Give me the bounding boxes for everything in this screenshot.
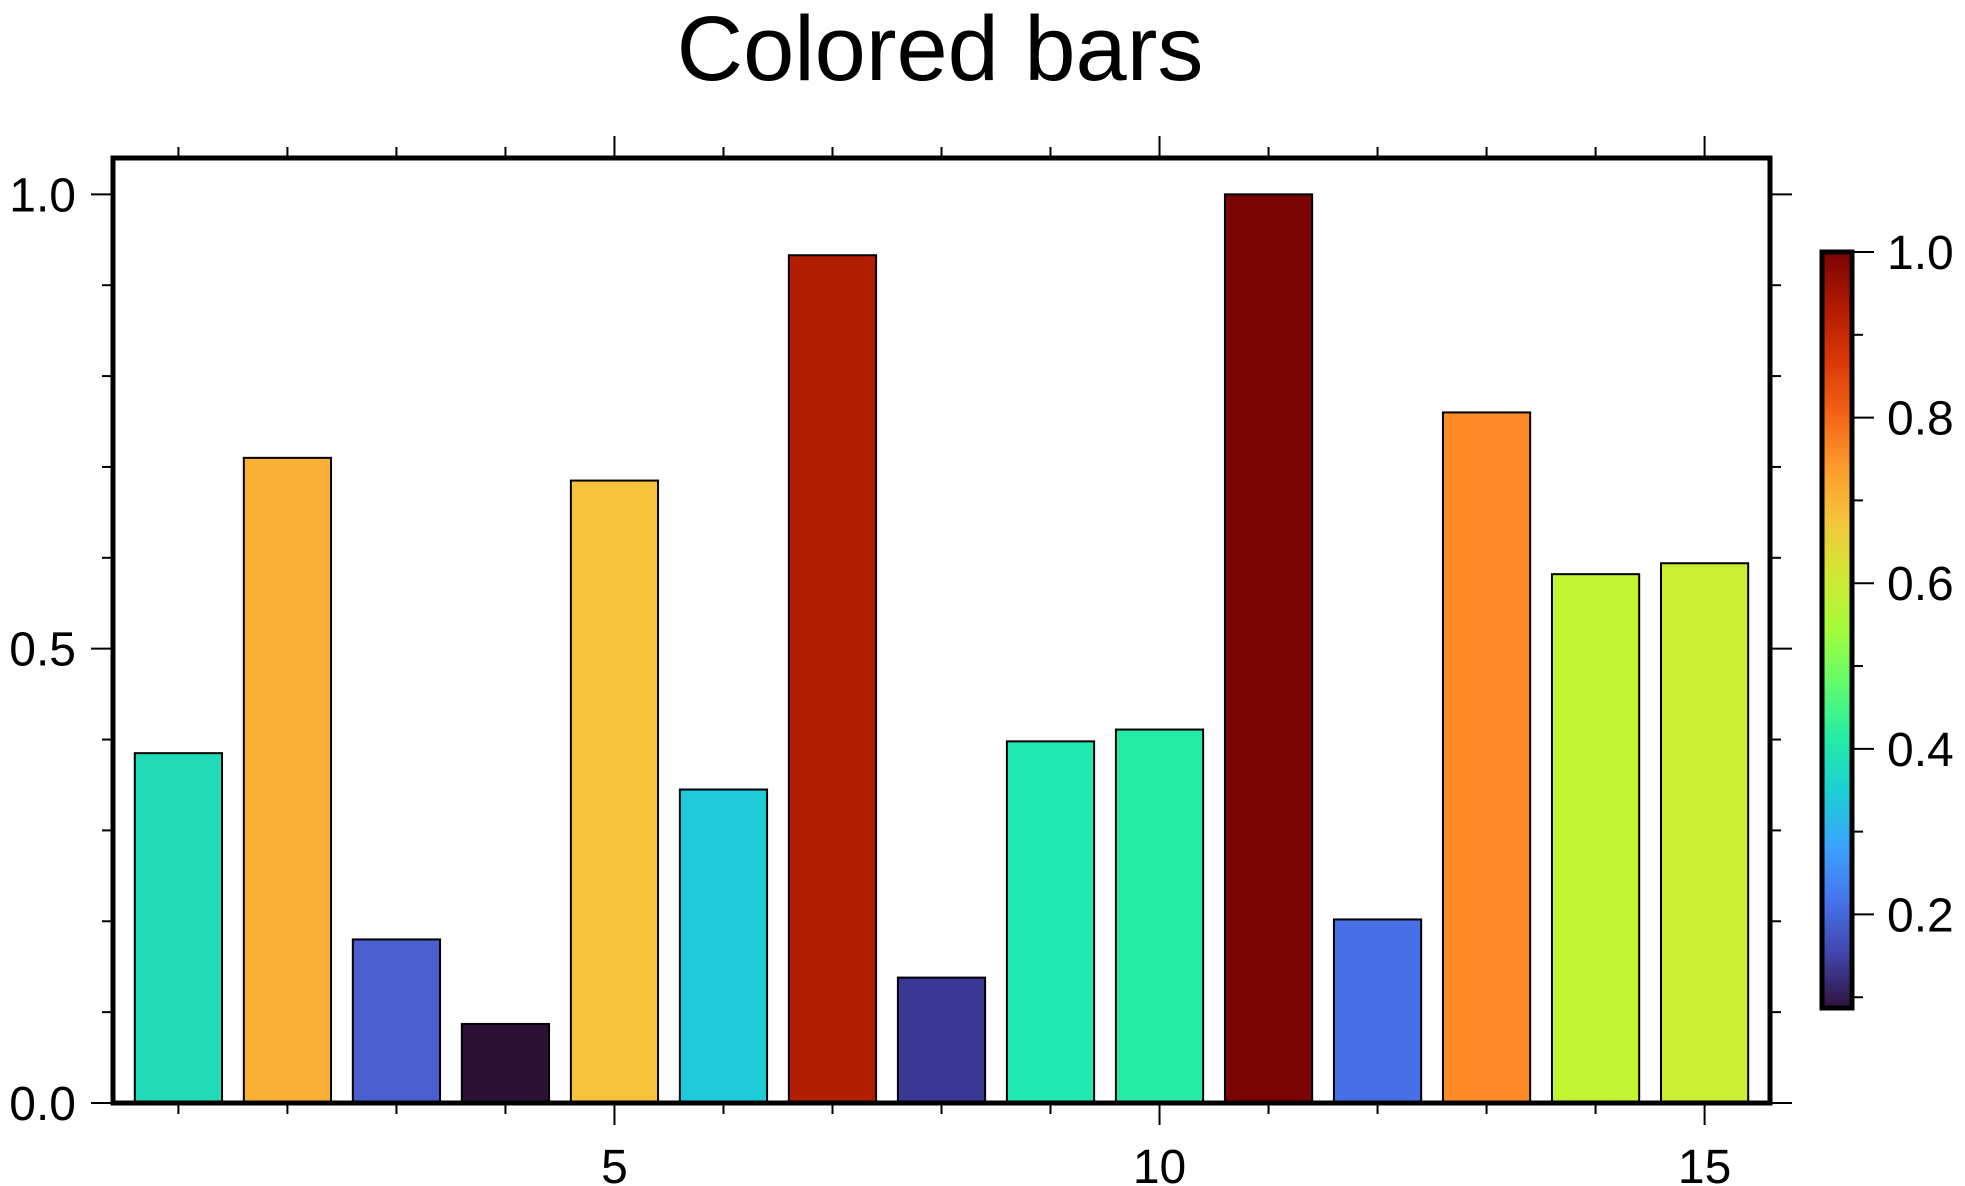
colorbar-tick-label: 0.4 [1887,724,1954,777]
bar-2 [242,456,333,1104]
chart-title: Colored bars [677,0,1204,100]
bar-10 [1114,728,1205,1104]
bar-11 [1223,193,1314,1105]
plot-area: 5 10 15 0.0 0.5 1.0 [9,136,1792,1186]
colorbar: 0.2 0.4 0.6 0.8 1.0 [1819,227,1954,1011]
bar-7 [787,254,878,1105]
colorbar-scale [1819,249,1855,1011]
bar-15 [1659,562,1750,1104]
y-tick-label: 1.0 [9,169,76,222]
bar-5 [569,479,660,1104]
x-tick-label: 5 [601,1141,628,1186]
x-tick-label: 15 [1678,1141,1731,1186]
colorbar-tick-label: 0.8 [1887,393,1954,446]
bar-9 [1005,740,1096,1104]
bar-4 [460,1022,551,1105]
colorbar-tick-label: 0.2 [1887,889,1954,942]
bar-6 [678,788,769,1104]
bar-3 [351,938,442,1105]
colorbar-tick-label: 0.6 [1887,558,1954,611]
bar-13 [1441,411,1532,1104]
colorbar-tick-label: 1.0 [1887,227,1954,280]
bar-14 [1550,573,1641,1104]
y-tick-label: 0.0 [9,1078,76,1131]
bar-1 [133,752,224,1104]
x-tick-label: 10 [1133,1141,1186,1186]
y-tick-label: 0.5 [9,624,76,677]
bar-8 [896,976,987,1105]
bar-12 [1332,918,1423,1104]
